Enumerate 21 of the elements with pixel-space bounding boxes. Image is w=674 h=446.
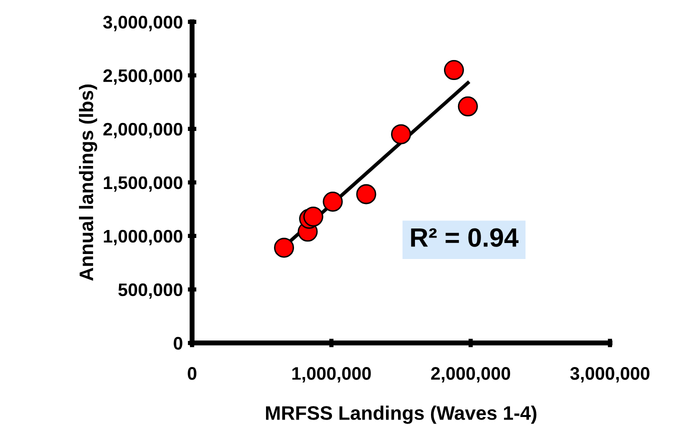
point: [322, 192, 343, 212]
y-tick-label: 2,500,000: [103, 69, 182, 85]
x-tick-label: 2,000,000: [431, 367, 510, 382]
x-tick-label: 0: [188, 367, 196, 380]
annotation: R² = 0.94: [411, 228, 519, 247]
x-tick-label: 3,000,000: [570, 367, 650, 382]
x-axis-title: MRFSS Landings (Waves 1-4): [266, 406, 536, 424]
point: [458, 96, 478, 116]
y-tick-label: 0: [174, 336, 182, 350]
point: [303, 206, 324, 227]
point: [274, 238, 294, 258]
x-tick-label: 1,000,000: [292, 367, 371, 382]
point: [444, 60, 464, 80]
y-tick-label: 1,000,000: [104, 230, 182, 246]
y-tick-label: 1,500,000: [104, 176, 182, 192]
point: [356, 184, 376, 204]
y-tick-label: 500,000: [118, 283, 182, 299]
y-axis-title: Annual landings (lbs): [78, 84, 98, 281]
point: [391, 124, 412, 144]
y-tick-label: 3,000,000: [103, 16, 182, 32]
y-tick-label: 2,000,000: [103, 122, 182, 138]
